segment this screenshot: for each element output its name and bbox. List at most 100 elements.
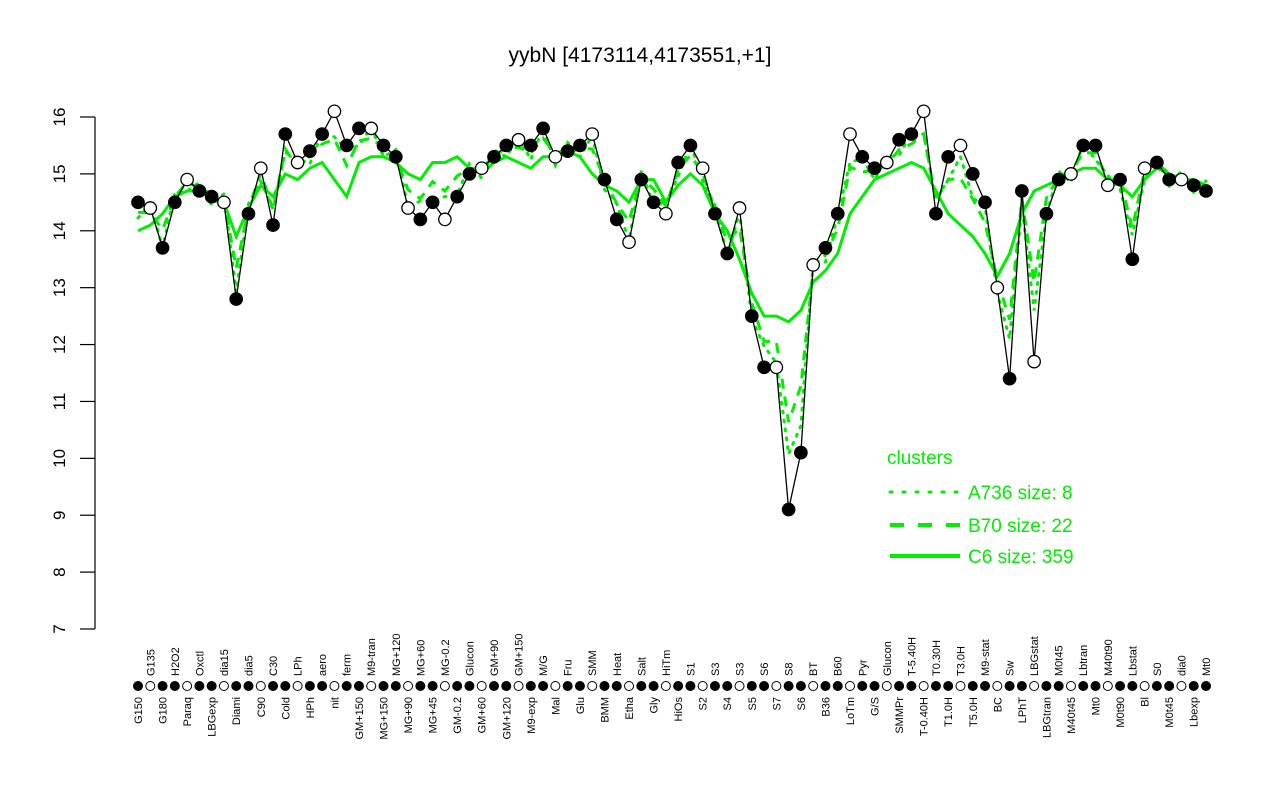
x-tick-marker — [169, 681, 180, 691]
x-tick-label: Glucon — [464, 641, 476, 676]
x-tick-label: HiTm — [661, 650, 673, 676]
data-point — [744, 309, 759, 323]
x-tick-marker — [157, 681, 168, 691]
x-tick-marker — [329, 681, 340, 691]
x-tick-marker — [746, 681, 757, 691]
x-tick-marker — [918, 681, 929, 691]
expression-line — [137, 109, 1207, 510]
x-tick-label: BT — [808, 662, 820, 676]
data-point — [327, 104, 342, 119]
x-tick-label: dia15 — [219, 649, 231, 676]
y-tick-label: 10 — [50, 449, 69, 468]
chart-title: yybN [4173114,4173551,+1] — [508, 44, 772, 67]
data-point — [916, 104, 931, 119]
data-point — [1088, 138, 1103, 153]
x-tick-label: MG-0.2 — [440, 639, 452, 676]
x-tick-label: S6 — [796, 697, 808, 710]
x-tick-label: B60 — [833, 656, 845, 676]
legend: clusters A736 size: 8 B70 size: 22 C6 si… — [887, 448, 1074, 568]
x-tick-marker — [243, 681, 254, 691]
x-tick-marker — [783, 681, 794, 691]
data-point — [143, 201, 158, 215]
x-tick-marker — [133, 681, 143, 691]
x-tick-label: M9-exp — [526, 697, 538, 734]
x-tick-marker — [980, 681, 991, 691]
x-tick-marker — [1078, 681, 1089, 691]
x-tick-marker — [955, 681, 966, 691]
x-tick-marker — [808, 681, 819, 691]
x-tick-label: LBGexp — [207, 697, 219, 737]
data-point — [1015, 184, 1029, 198]
data-point — [843, 127, 857, 141]
data-point — [953, 138, 968, 153]
x-tick-marker — [292, 681, 303, 691]
data-point — [1174, 172, 1189, 187]
x-tick-label: GM+150 — [354, 697, 366, 740]
x-tick-label: GM+150 — [514, 634, 526, 677]
x-tick-marker — [1102, 681, 1113, 691]
y-tick-label: 9 — [50, 510, 69, 519]
data-point — [818, 240, 833, 255]
data-point — [315, 127, 329, 141]
x-tick-marker — [268, 681, 279, 691]
x-tick-label: S3 — [735, 663, 747, 676]
x-tick-marker — [1151, 681, 1162, 691]
data-point — [1137, 161, 1152, 176]
x-tick-marker — [709, 681, 720, 691]
data-point — [462, 167, 477, 181]
x-tick-marker — [624, 681, 635, 691]
data-point — [1027, 354, 1041, 369]
x-tick-marker — [599, 681, 610, 691]
data-point — [450, 189, 465, 204]
x-tick-marker — [476, 681, 487, 691]
data-point — [573, 138, 587, 153]
x-tick-label: S8 — [784, 663, 796, 676]
x-tick-label: T-5.40H — [906, 637, 918, 676]
data-point — [352, 121, 366, 136]
x-tick-marker — [439, 681, 450, 691]
x-tick-label: GM-0.2 — [452, 697, 464, 734]
x-tick-marker — [452, 681, 463, 691]
x-tick-label: M40t90 — [1103, 639, 1115, 676]
y-tick-label: 15 — [50, 164, 69, 183]
data-point — [1162, 172, 1177, 187]
x-tick-marker — [869, 681, 880, 691]
x-tick-label: S1 — [685, 663, 697, 676]
x-tick-marker — [489, 681, 499, 691]
data-point — [388, 149, 403, 164]
x-tick-label: LoTm — [845, 697, 857, 725]
x-tick-marker — [145, 681, 156, 691]
x-tick-label: Mt0 — [1091, 697, 1103, 715]
x-tick-label: dia5 — [243, 655, 255, 676]
x-tick-marker — [1016, 681, 1027, 691]
x-tick-label: Glu — [575, 697, 587, 714]
data-point — [1199, 184, 1213, 198]
x-tick-label: Salt — [636, 657, 648, 676]
data-point — [830, 206, 845, 221]
x-tick-label: Gly — [649, 697, 661, 714]
data-point — [1100, 178, 1115, 193]
data-point — [659, 206, 673, 221]
y-tick-label: 12 — [50, 335, 69, 354]
x-tick-label: GM+60 — [477, 697, 489, 733]
x-tick-label: T1.0H — [943, 697, 955, 727]
data-point — [622, 235, 636, 250]
y-tick-label: 16 — [50, 108, 69, 127]
data-point — [548, 149, 563, 164]
x-tick-label: S4 — [722, 697, 734, 710]
data-point — [794, 445, 808, 460]
x-tick-label: C90 — [256, 697, 268, 717]
data-point — [560, 144, 575, 158]
x-tick-label: B36 — [820, 697, 832, 717]
legend-item-c6: C6 size: 359 — [968, 547, 1074, 568]
x-tick-label: Mt0 — [1201, 658, 1213, 676]
data-point — [757, 360, 771, 375]
x-tick-marker — [930, 681, 941, 691]
x-tick-marker — [845, 681, 855, 691]
data-point — [1150, 155, 1164, 170]
x-tick-marker — [525, 681, 536, 691]
x-tick-marker — [1176, 681, 1187, 691]
data-point — [438, 212, 452, 227]
data-point — [131, 195, 145, 210]
x-tick-marker — [341, 681, 352, 691]
